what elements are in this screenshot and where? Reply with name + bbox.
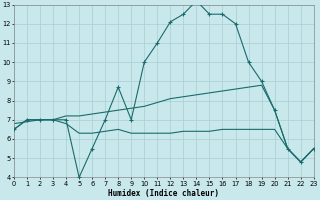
X-axis label: Humidex (Indice chaleur): Humidex (Indice chaleur) <box>108 189 219 198</box>
